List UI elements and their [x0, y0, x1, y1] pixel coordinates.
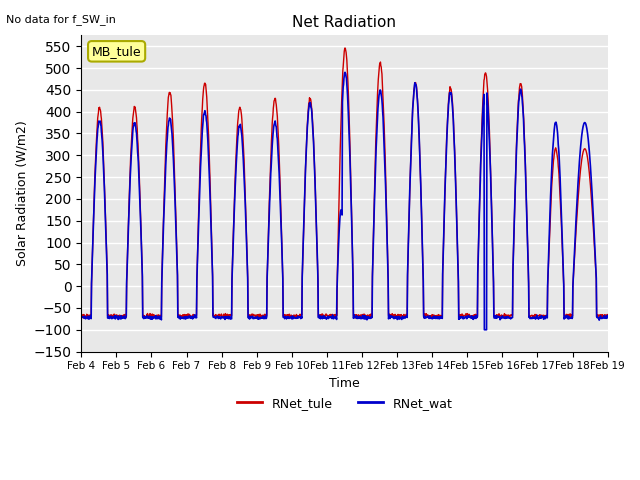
- RNet_wat: [195, 228, 202, 234]
- RNet_wat: [542, 313, 550, 319]
- Text: No data for f_SW_in: No data for f_SW_in: [6, 14, 116, 25]
- Y-axis label: Solar Radiation (W/m2): Solar Radiation (W/m2): [15, 120, 28, 266]
- Line: RNet_wat: RNet_wat: [81, 72, 607, 330]
- Text: MB_tule: MB_tule: [92, 45, 141, 58]
- RNet_tule: [427, 313, 435, 319]
- RNet_tule: [495, 312, 503, 318]
- X-axis label: Time: Time: [329, 377, 360, 390]
- RNet_wat: [341, 70, 349, 75]
- RNet_wat: [182, 316, 189, 322]
- RNet_tule: [77, 313, 85, 319]
- RNet_wat: [495, 314, 503, 320]
- RNet_wat: [604, 315, 611, 321]
- RNet_tule: [341, 45, 349, 51]
- RNet_tule: [195, 222, 202, 228]
- RNet_wat: [77, 313, 85, 319]
- RNet_tule: [604, 313, 611, 319]
- RNet_tule: [182, 314, 189, 320]
- Title: Net Radiation: Net Radiation: [292, 15, 396, 30]
- Legend: RNet_tule, RNet_wat: RNet_tule, RNet_wat: [232, 392, 458, 415]
- RNet_tule: [367, 315, 374, 321]
- Line: RNet_tule: RNet_tule: [81, 48, 607, 318]
- RNet_wat: [481, 327, 488, 333]
- RNet_tule: [253, 313, 261, 319]
- RNet_tule: [542, 313, 550, 319]
- RNet_wat: [253, 314, 261, 320]
- RNet_wat: [426, 315, 434, 321]
